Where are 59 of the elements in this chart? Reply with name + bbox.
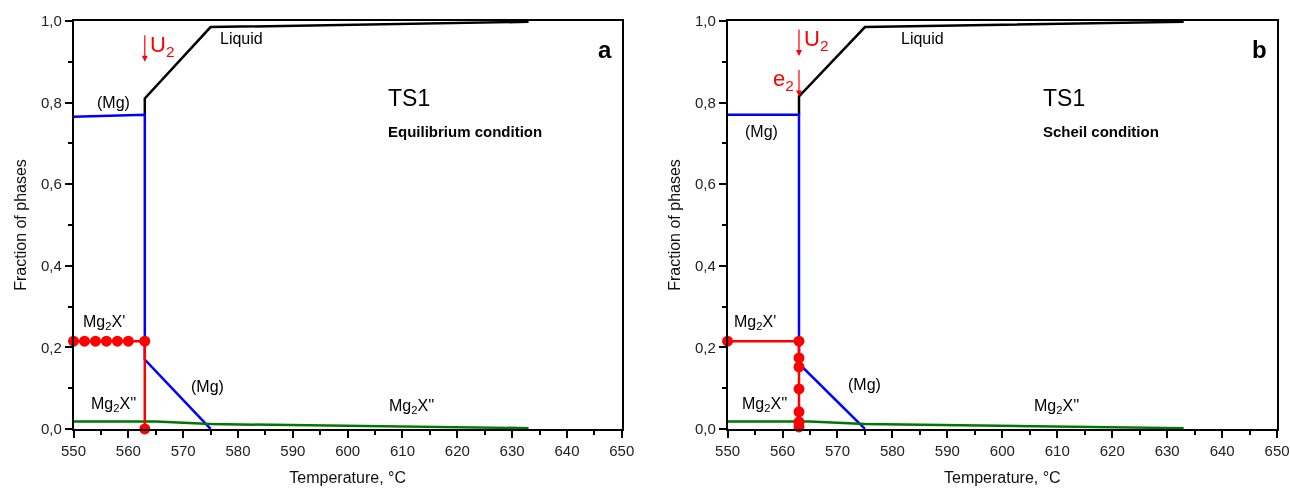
x-tick-label: 550	[715, 441, 741, 459]
annotation: Liquid	[901, 30, 944, 47]
x-tick-label: 610	[1044, 441, 1070, 459]
x-tick-label: 620	[1099, 441, 1125, 459]
x-tick-label: 570	[824, 441, 850, 459]
x-tick-label: 550	[61, 441, 87, 459]
x-tick-label: 600	[989, 441, 1015, 459]
annotation: Equilibrium condition	[388, 123, 543, 140]
annotation: Mg$_{2}$X''	[91, 395, 137, 415]
annotation: TS1	[1043, 85, 1086, 111]
x-tick-label: 600	[335, 441, 361, 459]
y-tick-label: 0,4	[40, 257, 62, 275]
y-tick-label: 0,8	[40, 93, 62, 111]
y-tick-label: 0,0	[694, 420, 716, 438]
annotation: Mg$_{2}$X'	[734, 313, 777, 333]
y-tick-label: 0,2	[694, 338, 716, 356]
x-tick-label: 650	[1264, 441, 1290, 459]
x-tick-label: 580	[225, 441, 251, 459]
x-tick-label: 560	[769, 441, 796, 459]
annotation: e$_{2}$	[773, 66, 794, 94]
x-tick-label: 610	[389, 441, 415, 459]
x-tick-label: 620	[444, 441, 470, 459]
y-tick-label: 1,0	[694, 12, 716, 30]
x-tick-label: 580	[879, 441, 905, 459]
y-tick-label: 0,6	[694, 175, 716, 193]
x-tick-label: 560	[115, 441, 141, 459]
annotation: Mg$_{2}$X'	[83, 313, 126, 333]
annotation: Mg$_{2}$X''	[389, 397, 435, 417]
annotation: (Mg)	[848, 376, 881, 393]
x-axis-title: Temperature, °C	[943, 468, 1061, 486]
annotation: U$_{2}$	[150, 32, 175, 60]
y-tick-label: 0,0	[40, 420, 62, 438]
annotation: b	[1252, 36, 1267, 63]
y-tick-label: 0,4	[694, 257, 716, 275]
y-tick-label: 0,2	[40, 338, 62, 356]
y-axis-title: Fraction of phases	[12, 159, 30, 291]
annotation: (Mg)	[745, 123, 778, 140]
annotation: Scheil condition	[1043, 123, 1159, 140]
x-tick-label: 590	[934, 441, 960, 459]
annotation: Mg$_{2}$X''	[742, 395, 788, 415]
x-tick-label: 590	[280, 441, 306, 459]
x-tick-label: 630	[1154, 441, 1180, 459]
y-tick-label: 0,6	[40, 175, 62, 193]
annotation: Mg$_{2}$X''	[1034, 397, 1080, 417]
x-tick-label: 640	[1209, 441, 1235, 459]
annotation: TS1	[388, 85, 431, 111]
x-tick-label: 640	[554, 441, 580, 459]
y-tick-label: 0,8	[694, 93, 716, 111]
annotation: (Mg)	[97, 94, 130, 111]
annotation: a	[598, 36, 612, 63]
annotation: U$_{2}$	[804, 26, 829, 54]
y-tick-label: 1,0	[40, 12, 62, 30]
x-tick-label: 650	[609, 441, 635, 459]
y-axis-title: Fraction of phases	[666, 159, 684, 291]
annotation: Liquid	[220, 30, 263, 47]
x-tick-label: 630	[499, 441, 525, 459]
x-tick-label: 570	[170, 441, 196, 459]
x-axis-title: Temperature, °C	[289, 468, 406, 486]
annotation: (Mg)	[191, 378, 224, 395]
